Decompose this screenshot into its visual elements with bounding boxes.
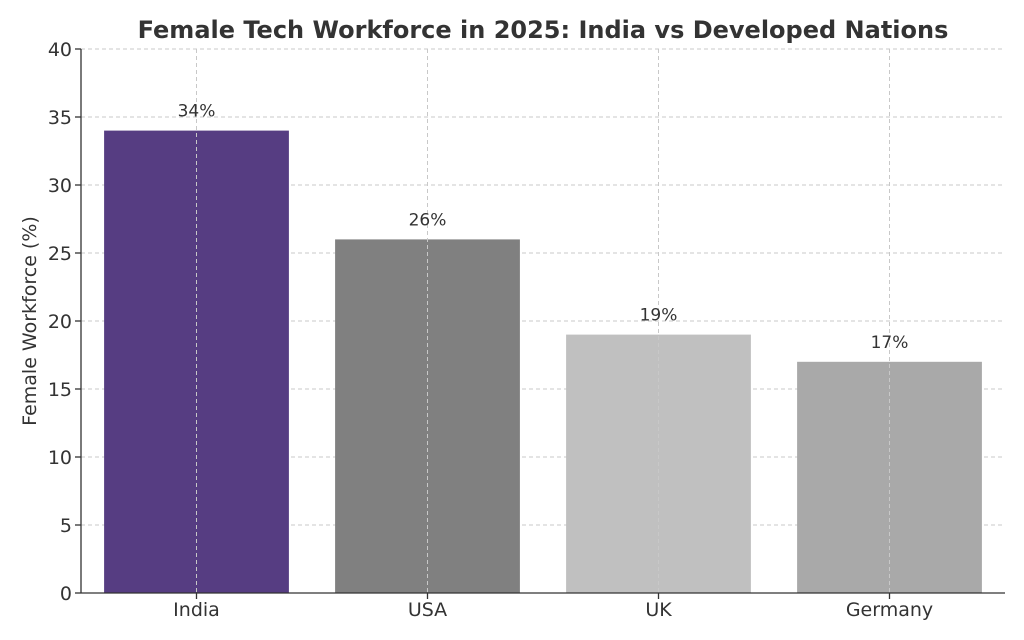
value-label-usa: 26% [409, 210, 447, 230]
y-axis-label: Female Workforce (%) [19, 216, 41, 426]
y-tick-label: 30 [48, 175, 72, 197]
value-label-uk: 19% [640, 306, 678, 326]
x-tick-label-germany: Germany [846, 599, 933, 621]
tick-and-value-labels: 0 5 10 15 20 25 30 35 40 34% India 26% USA 19% UK 17% Ge… [48, 39, 933, 621]
y-tick-label: 35 [48, 107, 72, 129]
y-tick-label: 0 [60, 583, 72, 605]
y-tick-label: 20 [48, 311, 72, 333]
bar-india [104, 130, 289, 593]
axes [75, 48, 1005, 599]
y-tick-label: 25 [48, 243, 72, 265]
y-tick-label: 40 [48, 39, 72, 61]
chart-title: Female Tech Workforce in 2025: India vs … [138, 16, 949, 44]
value-label-india: 34% [178, 102, 216, 122]
x-tick-label-india: India [173, 599, 220, 621]
y-tick-label: 15 [48, 379, 72, 401]
x-tick-label-usa: USA [408, 599, 447, 621]
y-tick-label: 10 [48, 447, 72, 469]
bars [104, 130, 982, 593]
y-tick-label: 5 [60, 515, 72, 537]
x-tick-label-uk: UK [645, 599, 672, 621]
value-label-germany: 17% [871, 333, 909, 353]
